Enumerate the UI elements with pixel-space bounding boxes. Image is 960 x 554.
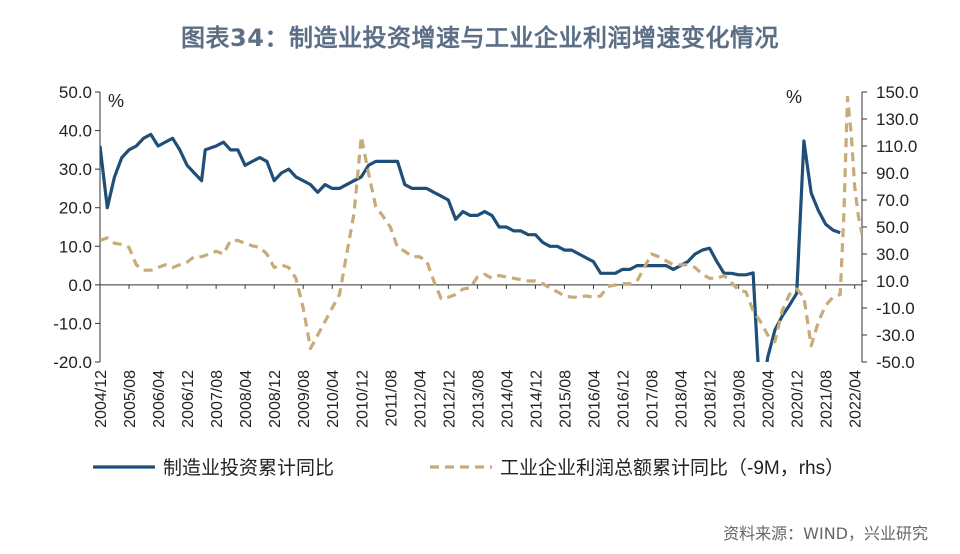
x-tick-label: 2021/08 [819, 370, 836, 428]
y-left-tick-label: 50.0 [59, 83, 92, 102]
x-tick-label: 2009/08 [296, 370, 313, 428]
y-left-tick-label: 30.0 [59, 160, 92, 179]
x-tick-label: 2014/12 [528, 370, 545, 428]
y-left-tick-label: -10.0 [53, 314, 92, 333]
x-tick-label: 2007/08 [209, 370, 226, 428]
chart-title: 图表34：制造业投资增速与工业企业利润增速变化情况 [181, 24, 779, 52]
y-left-tick-label: 20.0 [59, 199, 92, 218]
y-right-tick-label: -30.0 [876, 326, 915, 345]
y-left-tick-label: 10.0 [59, 237, 92, 256]
legend-label-investment: 制造业投资累计同比 [163, 457, 334, 479]
x-tick-label: 2006/04 [151, 370, 168, 428]
x-tick-label: 2016/12 [616, 370, 633, 428]
x-tick-label: 2022/04 [848, 370, 865, 428]
x-tick-label: 2015/08 [557, 370, 574, 428]
y-right-tick-label: -10.0 [876, 299, 915, 318]
y-right-tick-label: 10.0 [876, 272, 909, 291]
y-right-unit: % [786, 87, 802, 107]
x-tick-label: 2020/04 [761, 370, 778, 428]
legend-label-profit: 工业企业利润总额累计同比（-9M，rhs） [500, 457, 844, 479]
series-line-investment [100, 132, 841, 362]
x-tick-label: 2012/12 [441, 370, 458, 428]
x-tick-label: 2019/08 [732, 370, 749, 428]
series-line-profit [100, 95, 862, 351]
y-left-tick-label: 40.0 [59, 122, 92, 141]
y-right-tick-label: 70.0 [876, 191, 909, 210]
x-tick-label: 2010/04 [325, 370, 342, 428]
x-tick-label: 2017/08 [645, 370, 662, 428]
y-left-tick-label: -20.0 [53, 353, 92, 372]
x-tick-label: 2005/08 [122, 370, 139, 428]
x-tick-label: 2018/04 [674, 370, 691, 428]
x-tick-label: 2004/12 [93, 370, 110, 428]
x-tick-label: 2008/12 [267, 370, 284, 428]
x-tick-label: 2013/08 [470, 370, 487, 428]
y-right-tick-label: 110.0 [876, 137, 917, 156]
x-tick-label: 2008/04 [238, 370, 255, 428]
y-right-tick-label: 90.0 [876, 164, 909, 183]
x-tick-label: 2006/12 [180, 370, 197, 428]
x-tick-label: 2014/04 [499, 370, 516, 428]
x-tick-label: 2011/08 [383, 370, 400, 427]
x-tick-label: 2018/12 [703, 370, 720, 428]
x-tick-label: 2012/04 [412, 370, 429, 428]
y-left-tick-label: 0.0 [68, 276, 92, 295]
y-right-tick-label: 50.0 [876, 218, 909, 237]
x-tick-label: 2020/12 [790, 370, 807, 428]
y-right-tick-label: 30.0 [876, 245, 909, 264]
y-left-unit: % [108, 91, 124, 111]
x-tick-label: 2016/04 [586, 370, 603, 428]
y-right-tick-label: -50.0 [876, 353, 915, 372]
y-right-tick-label: 150.0 [876, 83, 919, 102]
y-right-tick-label: 130.0 [876, 110, 919, 129]
x-tick-label: 2010/12 [354, 370, 371, 428]
source-note: 资料来源：WIND，兴业研究 [723, 524, 928, 543]
